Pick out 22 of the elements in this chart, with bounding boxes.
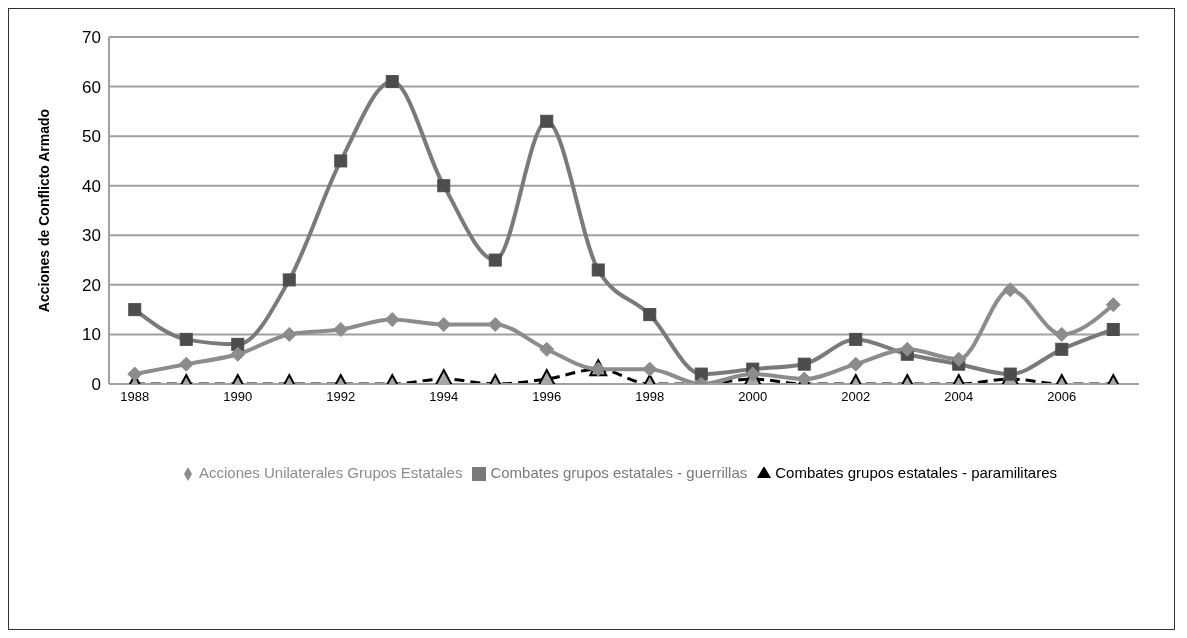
y-tick-label: 20	[82, 275, 101, 295]
y-tick-label: 0	[91, 375, 101, 395]
x-tick-label: 1996	[532, 389, 562, 405]
x-tick-label: 2000	[738, 389, 768, 405]
y-axis-title: Acciones de Conflicto Armado	[35, 108, 52, 313]
y-tick-label: 60	[82, 77, 101, 97]
x-tick-label: 1992	[326, 389, 356, 405]
legend-label: Acciones Unilaterales Grupos Estatales	[198, 464, 463, 481]
y-tick-label: 10	[82, 325, 101, 345]
x-tick-label: 2004	[944, 389, 974, 405]
y-tick-label: 70	[82, 28, 101, 48]
y-tick-label: 50	[82, 127, 101, 147]
x-tick-label: 1998	[635, 389, 665, 405]
x-tick-label: 2002	[841, 389, 871, 405]
x-tick-label: 1988	[120, 389, 150, 405]
legend-label: Combates grupos estatales - paramilitares	[775, 464, 1058, 481]
x-tick-label: 1994	[429, 389, 459, 405]
legend-label: Combates grupos estatales - guerrillas	[490, 464, 748, 481]
x-tick-label: 2006	[1047, 389, 1077, 405]
y-tick-label: 40	[82, 176, 101, 196]
y-tick-label: 30	[82, 226, 101, 246]
x-tick-label: 1990	[223, 389, 253, 405]
